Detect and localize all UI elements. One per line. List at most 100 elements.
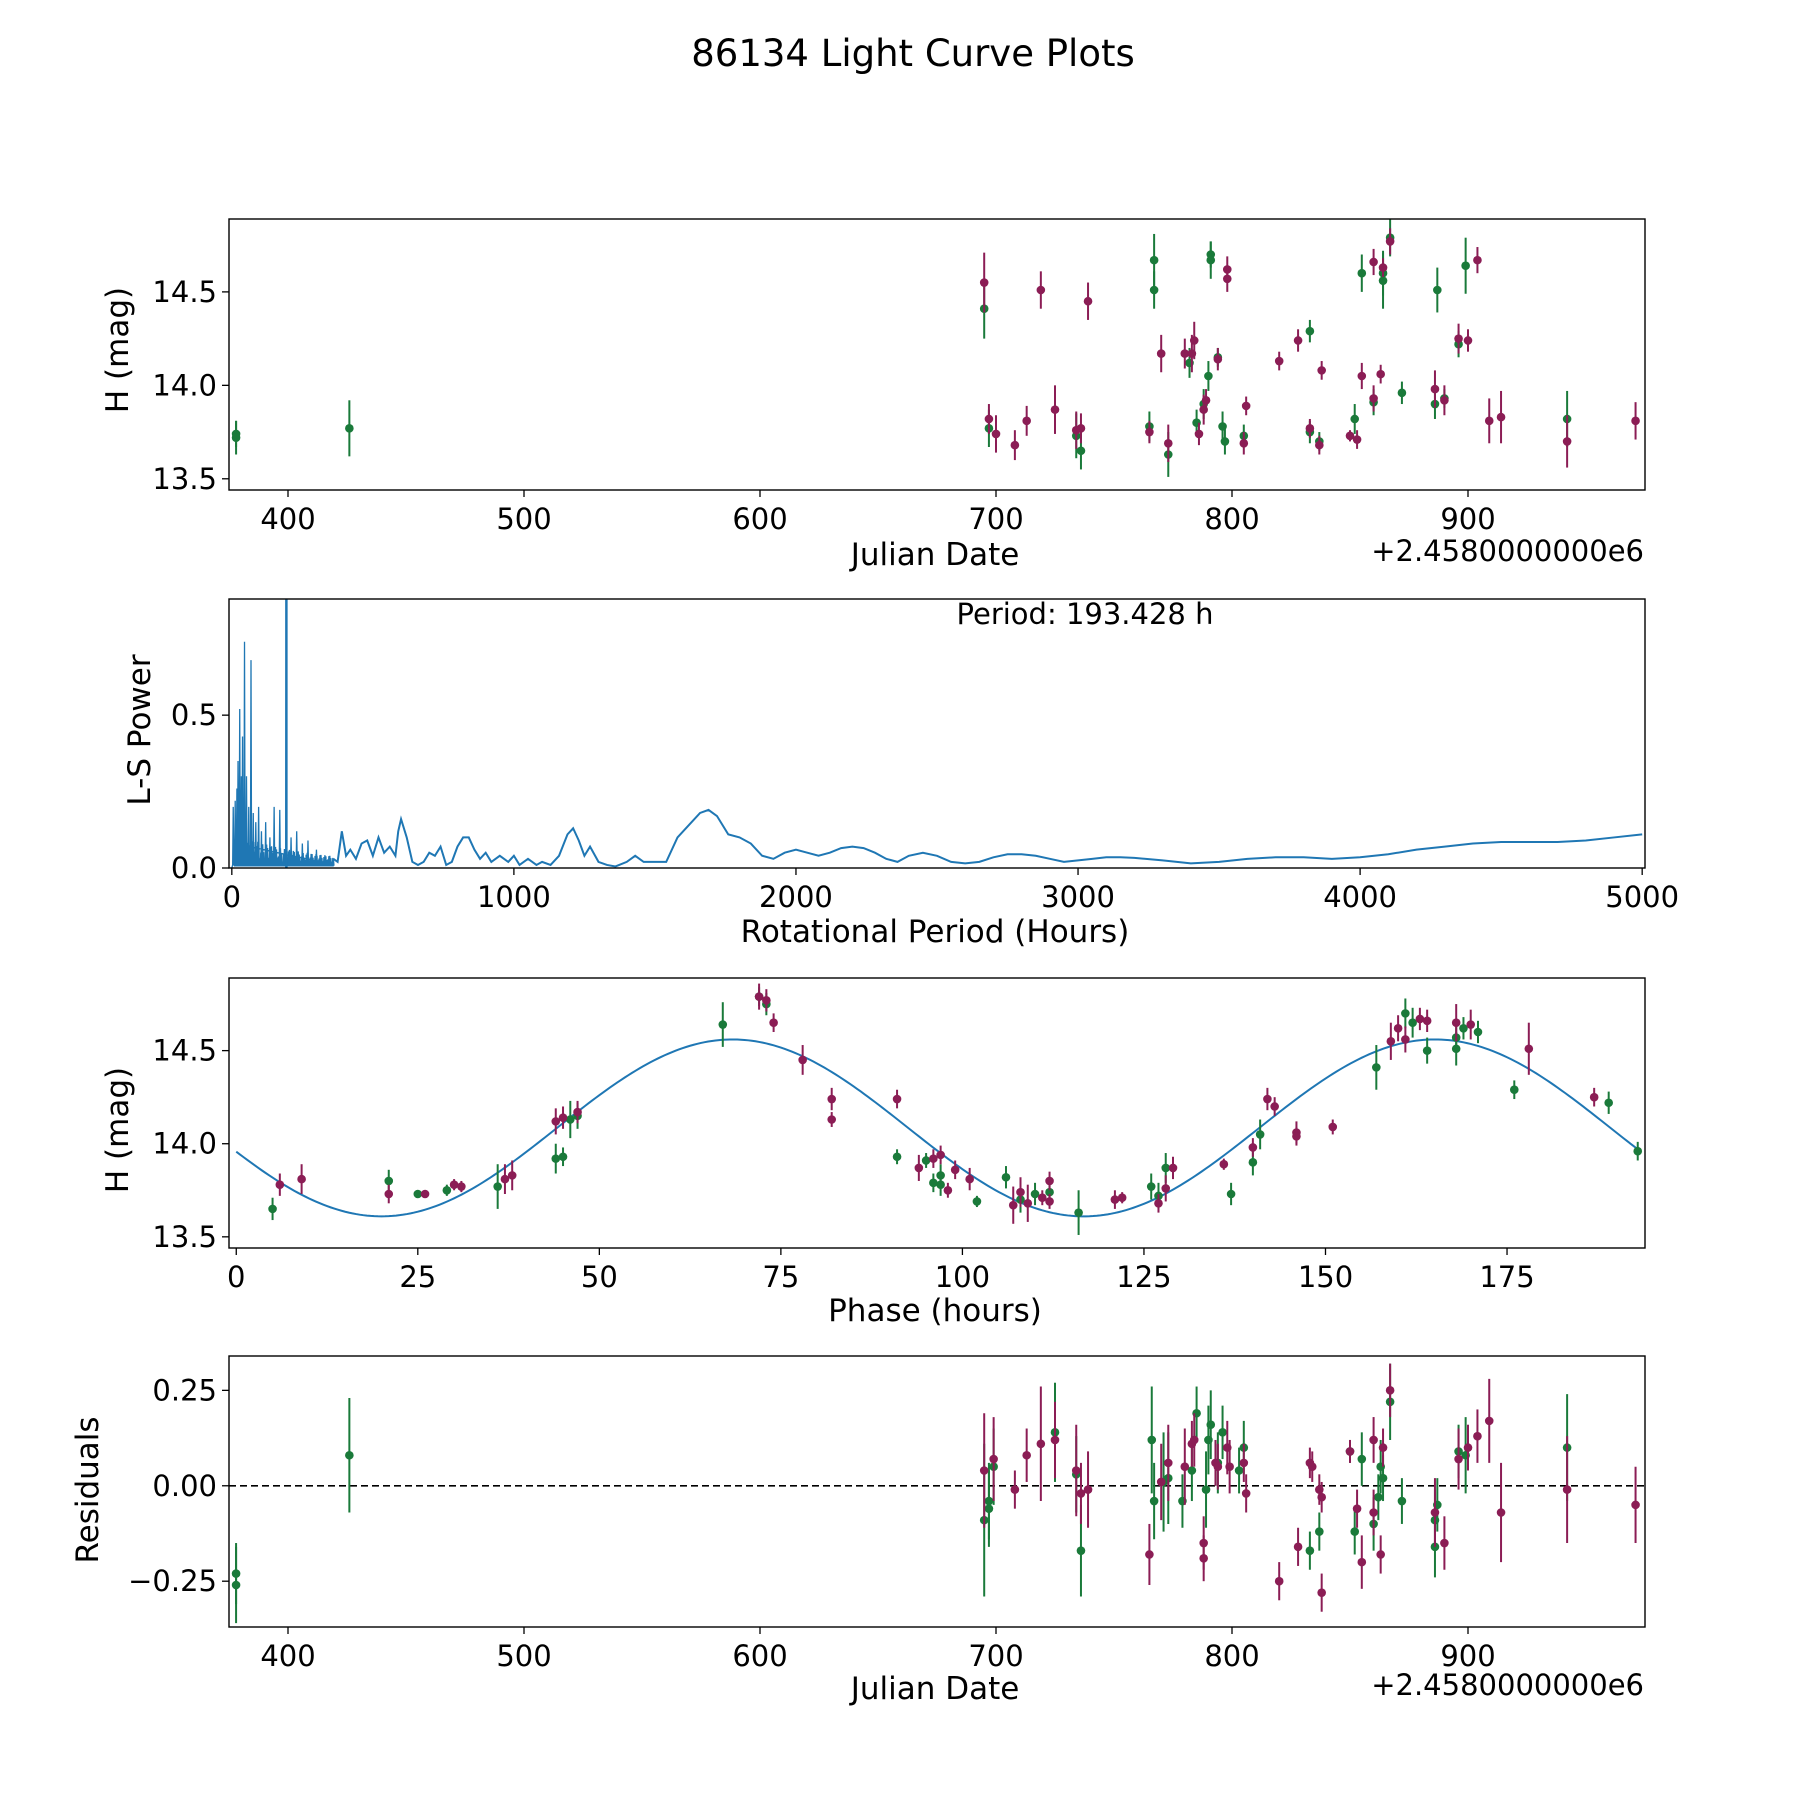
phased-point-g	[1509, 1085, 1519, 1095]
phased-point-r	[384, 1189, 394, 1199]
residuals-ytick-label: 0.00	[152, 1469, 217, 1503]
phased-point-r	[1270, 1102, 1279, 1111]
phased-point-g	[972, 1197, 982, 1206]
phased-xtick-label: 75	[762, 1260, 799, 1294]
phased-point-g	[936, 1171, 945, 1180]
residuals-xtick-label: 400	[260, 1639, 315, 1673]
residuals-point-r	[1317, 1492, 1326, 1502]
residuals-point-g	[1147, 1435, 1157, 1445]
phased-point-g	[921, 1156, 931, 1165]
lightcurve-xtick-label: 500	[496, 502, 551, 536]
lightcurve-point-r	[1022, 416, 1031, 426]
residuals-point-g	[1357, 1454, 1367, 1464]
phased-point-r	[965, 1174, 974, 1184]
lightcurve-point-g	[1149, 255, 1159, 265]
lightcurve-ytick-label: 14.5	[152, 275, 217, 309]
phased-point-r	[558, 1113, 568, 1122]
residuals-point-r	[1180, 1462, 1190, 1471]
residuals-point-r	[1440, 1538, 1449, 1548]
phased-point-g	[1001, 1172, 1011, 1182]
periodogram-xtick-label: 3000	[1041, 880, 1115, 914]
residuals-point-g	[345, 1450, 354, 1460]
residuals-point-r	[1199, 1553, 1208, 1563]
phased-point-g	[1248, 1158, 1258, 1167]
lightcurve-xtick-label: 700	[968, 502, 1023, 536]
residuals-point-g	[1187, 1466, 1197, 1475]
residuals-point-g	[1234, 1466, 1244, 1475]
phased-point-r	[1161, 1184, 1171, 1193]
lightcurve-point-r	[1213, 354, 1223, 364]
phased-point-r	[798, 1055, 807, 1065]
lightcurve-point-r	[1463, 336, 1473, 345]
lightcurve-point-g	[1206, 255, 1216, 265]
phased-point-r	[573, 1107, 582, 1117]
residuals-point-r	[1352, 1504, 1362, 1513]
phased-point-g	[1451, 1044, 1461, 1054]
phased-point-r	[1524, 1044, 1534, 1054]
lightcurve-point-r	[1484, 416, 1494, 426]
phased-point-r	[1016, 1187, 1025, 1197]
phased-point-r	[1422, 1016, 1432, 1026]
phased-point-r	[297, 1174, 306, 1184]
lightcurve-point-r	[1345, 431, 1355, 441]
phased-point-r	[914, 1163, 924, 1173]
lightcurve-point-g	[1397, 388, 1407, 398]
phased-point-g	[929, 1178, 938, 1188]
lightcurve-point-r	[1317, 366, 1326, 375]
phased-point-g	[413, 1189, 423, 1199]
phased-point-r	[275, 1180, 285, 1189]
residuals-point-r	[1050, 1435, 1060, 1445]
periodogram-xtick-label: 1000	[477, 880, 551, 914]
phased-plot-area: 0 25 50 75 100 125 150 175 13.5 14.0 14.5	[152, 977, 1646, 1294]
residuals-point-r	[1071, 1466, 1081, 1475]
phased-point-r	[929, 1154, 938, 1163]
lightcurve-point-r	[1357, 371, 1367, 381]
lightcurve-point-r	[1315, 440, 1324, 450]
lightcurve-point-r	[1454, 334, 1463, 343]
phased-point-r	[1117, 1193, 1127, 1203]
lightcurve-point-g	[1076, 446, 1086, 456]
periodogram-lines	[231, 599, 1643, 868]
residuals-xtick-label: 500	[496, 1639, 551, 1673]
residuals-point-r	[1454, 1454, 1463, 1464]
residuals-point-r	[1163, 1458, 1173, 1468]
lightcurve-point-r	[991, 429, 1001, 439]
periodogram-panel: 0 1000 2000 3000 4000 5000 0.0 0.5 Period: 193.…	[122, 597, 1679, 950]
phased-xtick-label: 175	[1479, 1260, 1534, 1294]
residuals-point-r	[1317, 1588, 1326, 1597]
lightcurve-point-r	[1562, 437, 1572, 446]
phased-ytick-label: 14.0	[152, 1127, 217, 1161]
lightcurve-point-g	[345, 424, 354, 433]
lightcurve-xlabel: Julian Date	[849, 537, 1020, 573]
residuals-point-g	[1397, 1496, 1407, 1506]
residuals-point-r	[1010, 1485, 1020, 1494]
phased-point-r	[1328, 1122, 1338, 1132]
lightcurve-ytick-label: 13.5	[152, 462, 217, 496]
residuals-point-g	[231, 1580, 241, 1590]
lightcurve-frame	[228, 218, 1646, 491]
residuals-xtick-label: 700	[968, 1639, 1023, 1673]
lightcurve-point-g	[231, 433, 241, 442]
lightcurve-point-g	[1433, 285, 1442, 295]
residuals-xlabel: Julian Date	[849, 1671, 1020, 1707]
lightcurve-xtick-label: 600	[732, 502, 787, 536]
residuals-point-r	[1496, 1508, 1506, 1517]
residuals-xtick-label: 900	[1440, 1639, 1495, 1673]
residuals-point-r	[1357, 1557, 1367, 1567]
lightcurve-offset-text: +2.4580000000e6	[1371, 534, 1644, 568]
phased-point-g	[551, 1154, 561, 1163]
residuals-point-r	[1076, 1489, 1086, 1498]
phased-point-r	[507, 1171, 517, 1180]
lightcurve-point-r	[1440, 395, 1449, 405]
periodogram-plot-area: 0 1000 2000 3000 4000 5000 0.0 0.5	[171, 598, 1679, 914]
periodogram-xtick-label: 2000	[759, 880, 833, 914]
residuals-ytick-label: 0.25	[152, 1373, 217, 1407]
lightcurve-point-r	[1201, 395, 1211, 405]
phased-point-g	[1255, 1130, 1265, 1139]
lightcurve-xtick-label: 800	[1204, 502, 1259, 536]
lightcurve-point-r	[1369, 257, 1378, 267]
residuals-point-g	[984, 1496, 994, 1506]
lightcurve-points	[231, 219, 1640, 477]
phased-point-r	[943, 1185, 953, 1195]
lightcurve-panel: 400 500 600 700 800 900 13.5 14.0 14.5 H (mag) J…	[100, 218, 1646, 573]
